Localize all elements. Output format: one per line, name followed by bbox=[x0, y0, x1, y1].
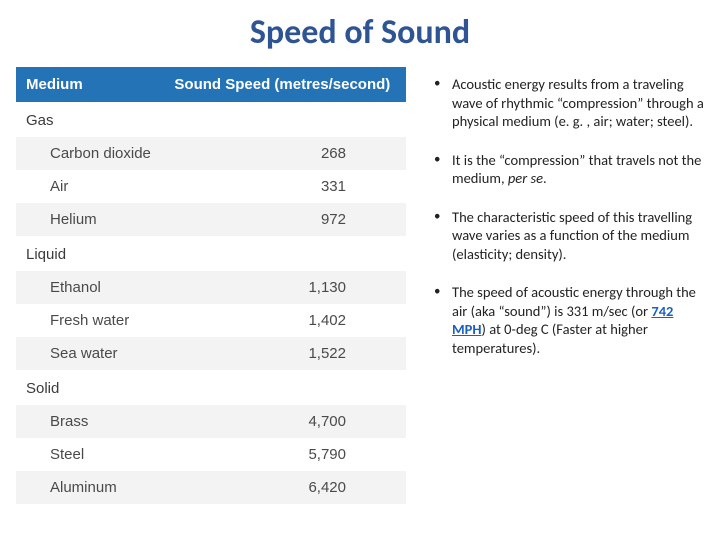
table-row: Gas bbox=[16, 102, 406, 137]
bullet-1: • Acoustic energy results from a traveli… bbox=[434, 75, 704, 131]
category-label: Gas bbox=[16, 102, 164, 137]
bullet-dot-icon: • bbox=[434, 283, 452, 357]
paragraph-2a: It is the “compression” that travels not… bbox=[452, 151, 701, 188]
paragraph-2: It is the “compression” that travels not… bbox=[452, 151, 704, 188]
bullet-2: • It is the “compression” that travels n… bbox=[434, 151, 704, 188]
speed-value: 4,700 bbox=[164, 405, 406, 438]
bullet-dot-icon: • bbox=[434, 151, 452, 188]
table-row: Air331 bbox=[16, 170, 406, 203]
medium-label: Carbon dioxide bbox=[16, 137, 164, 170]
paragraph-3: The characteristic speed of this travell… bbox=[452, 208, 704, 264]
medium-label: Air bbox=[16, 170, 164, 203]
page-title: Speed of Sound bbox=[0, 0, 720, 67]
paragraph-2b-italic: per se bbox=[508, 169, 543, 187]
bullet-3: • The characteristic speed of this trave… bbox=[434, 208, 704, 264]
table-row: Liquid bbox=[16, 236, 406, 271]
table-row: Carbon dioxide268 bbox=[16, 137, 406, 170]
paragraph-4: The speed of acoustic energy through the… bbox=[452, 283, 704, 357]
description-column: • Acoustic energy results from a traveli… bbox=[406, 67, 704, 504]
table-row: Brass4,700 bbox=[16, 405, 406, 438]
bullet-dot-icon: • bbox=[434, 75, 452, 131]
speed-value: 268 bbox=[164, 137, 406, 170]
paragraph-4c: ) at 0-deg C (Faster at higher temperatu… bbox=[452, 320, 648, 357]
speed-value: 6,420 bbox=[164, 471, 406, 504]
speed-value: 1,402 bbox=[164, 304, 406, 337]
speed-value bbox=[164, 236, 406, 271]
paragraph-2c: . bbox=[543, 169, 547, 187]
table-row: Fresh water1,402 bbox=[16, 304, 406, 337]
medium-label: Helium bbox=[16, 203, 164, 236]
table-row: Ethanol1,130 bbox=[16, 271, 406, 304]
speed-value: 1,522 bbox=[164, 337, 406, 370]
medium-label: Brass bbox=[16, 405, 164, 438]
speed-table: Medium Sound Speed (metres/second) GasCa… bbox=[16, 67, 406, 504]
table-row: Sea water1,522 bbox=[16, 337, 406, 370]
medium-label: Fresh water bbox=[16, 304, 164, 337]
category-label: Liquid bbox=[16, 236, 164, 271]
table-row: Helium972 bbox=[16, 203, 406, 236]
medium-label: Ethanol bbox=[16, 271, 164, 304]
content-row: Medium Sound Speed (metres/second) GasCa… bbox=[0, 67, 720, 504]
speed-value: 331 bbox=[164, 170, 406, 203]
col-header-medium: Medium bbox=[16, 67, 164, 102]
speed-value bbox=[164, 370, 406, 405]
paragraph-1: Acoustic energy results from a traveling… bbox=[452, 75, 704, 131]
table-row: Aluminum6,420 bbox=[16, 471, 406, 504]
speed-value: 1,130 bbox=[164, 271, 406, 304]
bullet-4: • The speed of acoustic energy through t… bbox=[434, 283, 704, 357]
medium-label: Sea water bbox=[16, 337, 164, 370]
category-label: Solid bbox=[16, 370, 164, 405]
speed-value: 972 bbox=[164, 203, 406, 236]
medium-label: Aluminum bbox=[16, 471, 164, 504]
medium-label: Steel bbox=[16, 438, 164, 471]
col-header-speed: Sound Speed (metres/second) bbox=[164, 67, 406, 102]
speed-value bbox=[164, 102, 406, 137]
bullet-dot-icon: • bbox=[434, 208, 452, 264]
speed-value: 5,790 bbox=[164, 438, 406, 471]
table-row: Steel5,790 bbox=[16, 438, 406, 471]
table-row: Solid bbox=[16, 370, 406, 405]
speed-table-wrap: Medium Sound Speed (metres/second) GasCa… bbox=[16, 67, 406, 504]
